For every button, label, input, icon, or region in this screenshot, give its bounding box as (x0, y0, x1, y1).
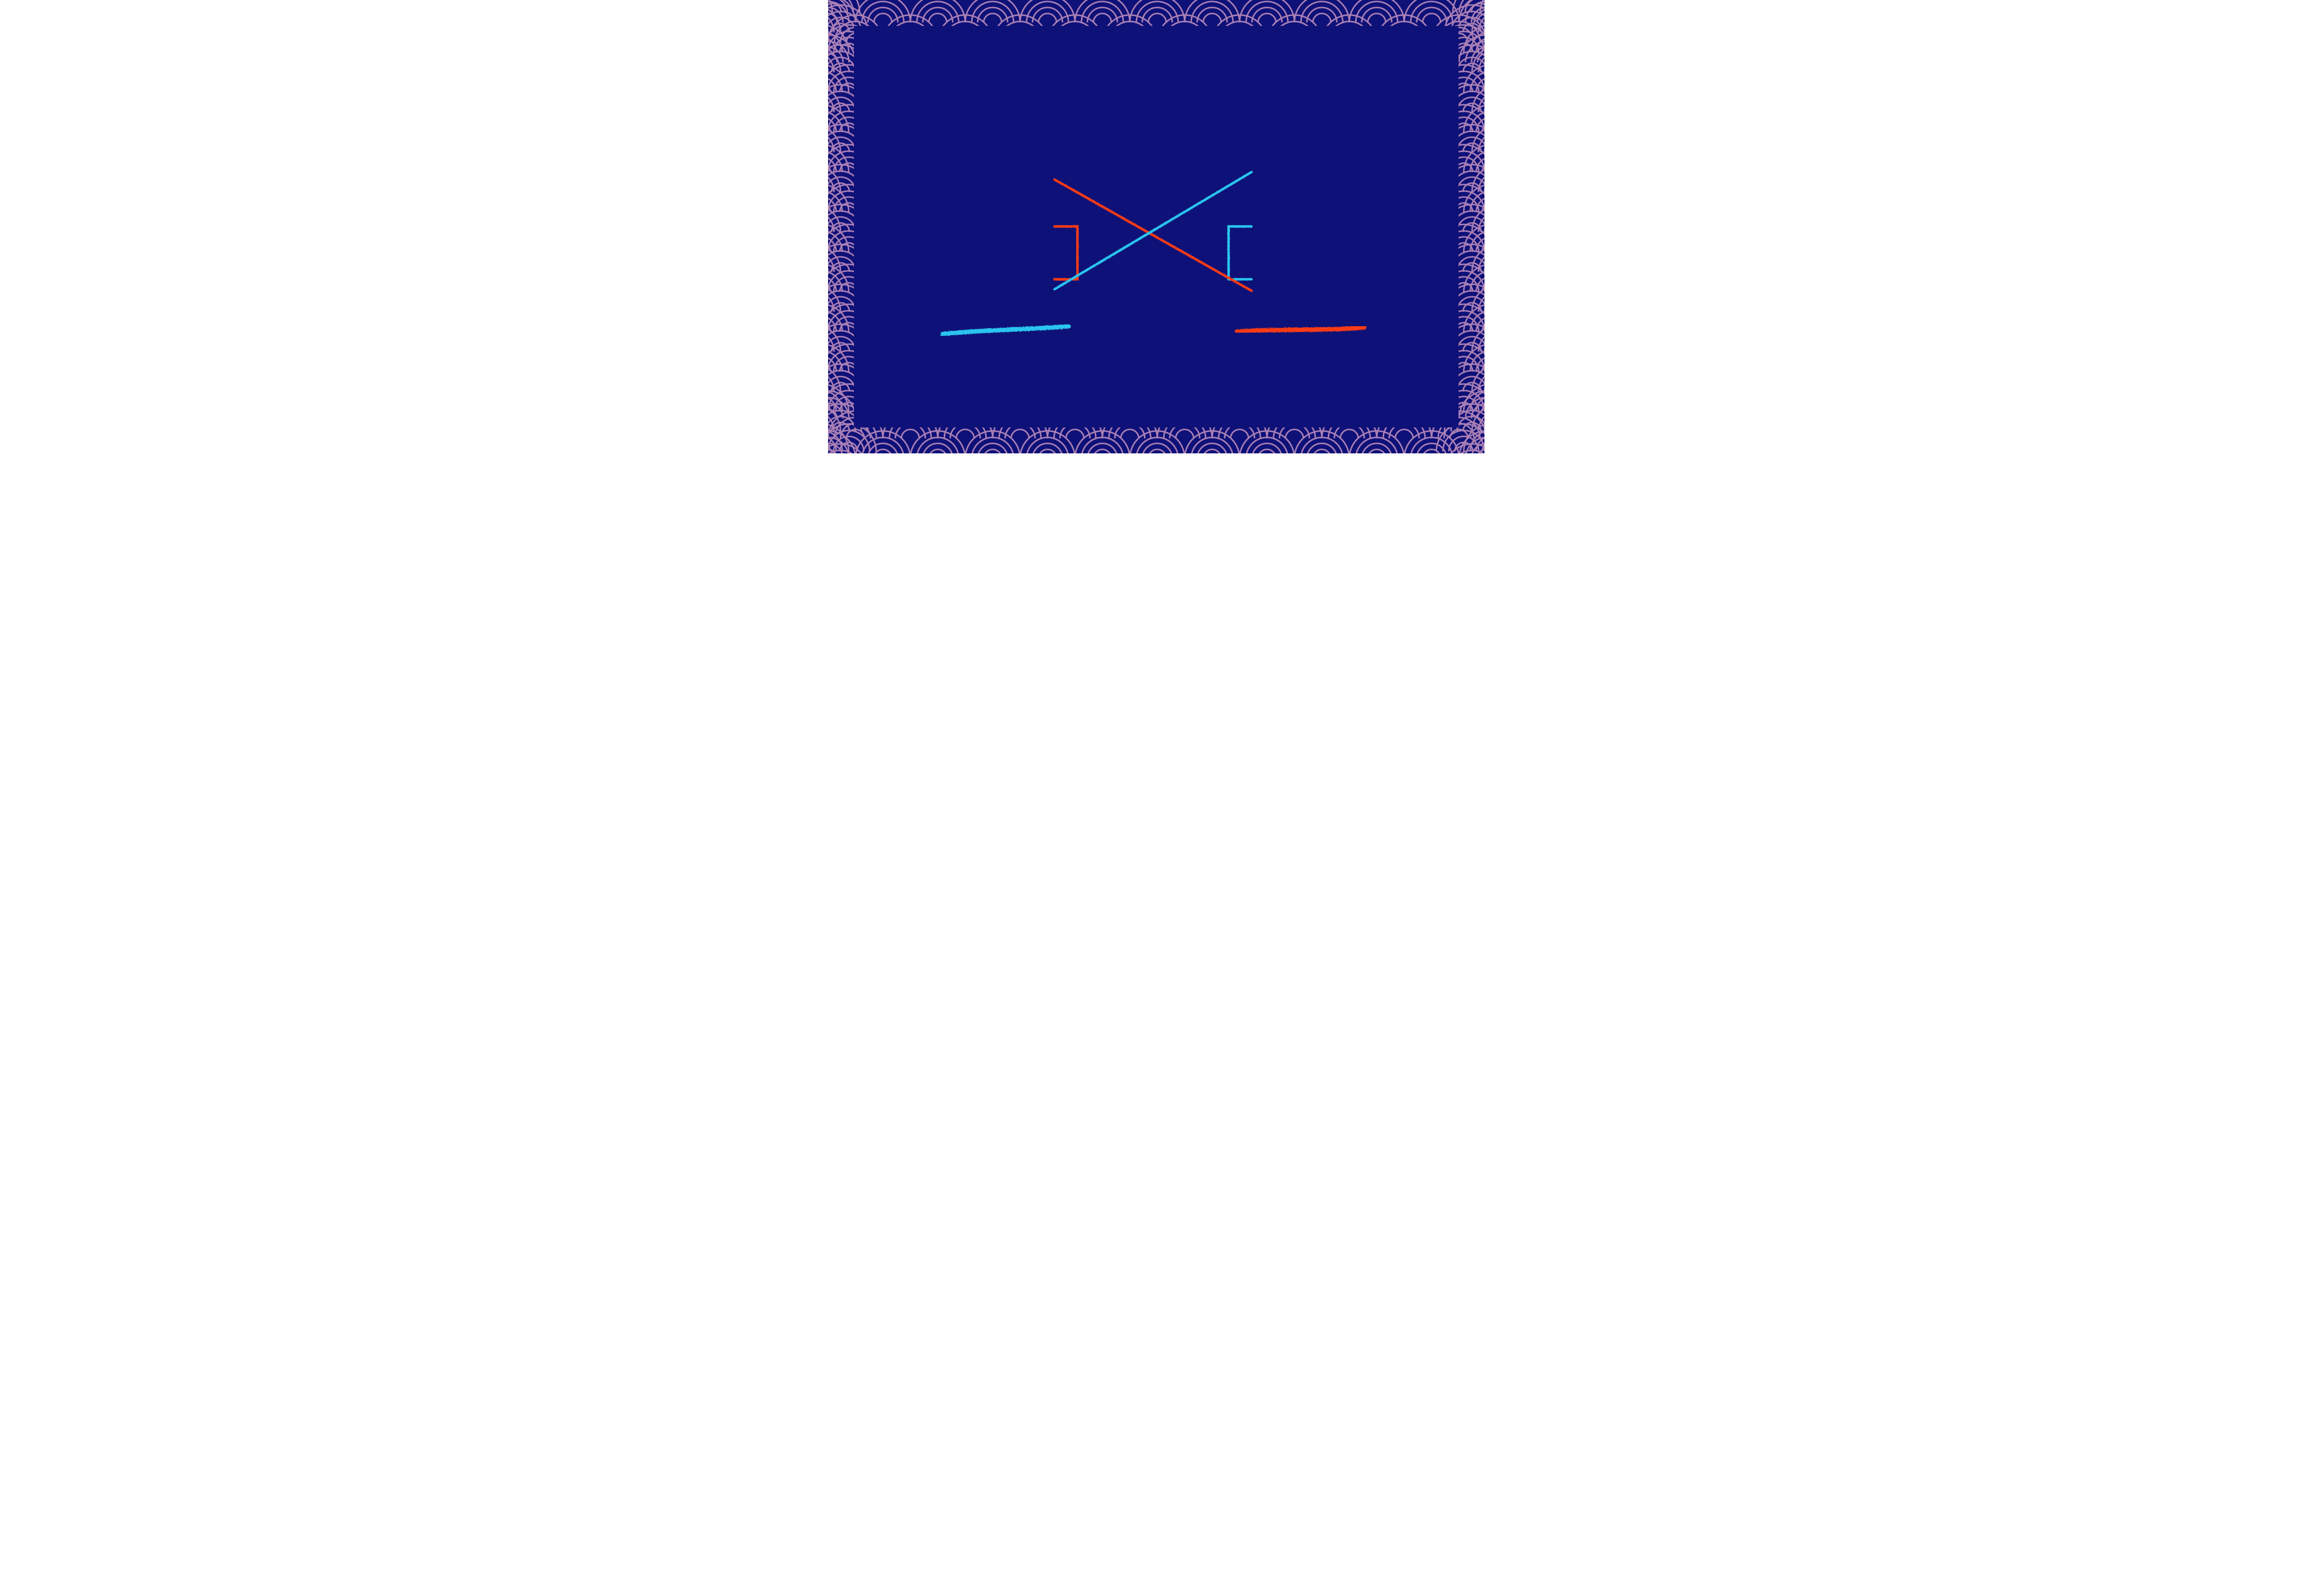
inner-panel (854, 26, 1459, 427)
bracket-diagram: 队伍 队伍 队伍 队伍 队伍 队伍 队伍 队伍 队伍 队伍 BO5 BO5 (828, 0, 1484, 453)
